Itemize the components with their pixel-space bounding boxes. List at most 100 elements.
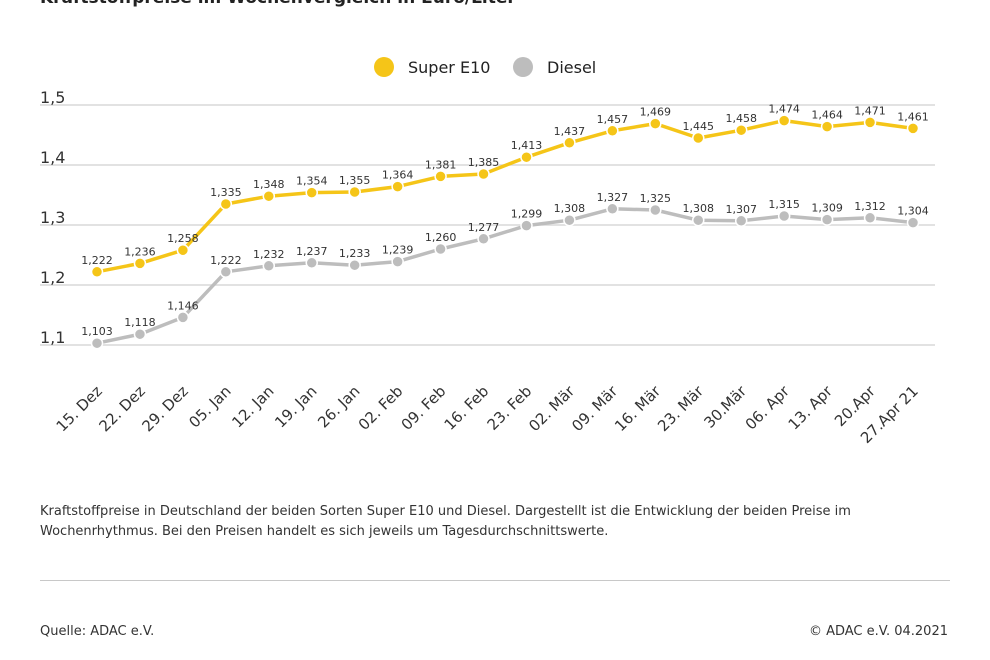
- y-tick-label: 1,5: [40, 88, 65, 107]
- data-point: [348, 258, 361, 272]
- x-tick-label: 29. Dez: [138, 382, 191, 435]
- y-tick-label: 1,3: [40, 208, 65, 227]
- data-point: [305, 256, 318, 270]
- legend-label: Super E10: [408, 58, 490, 77]
- data-label: 1,307: [725, 203, 757, 216]
- data-point: [777, 114, 791, 127]
- legend-label: Diesel: [547, 58, 596, 77]
- data-label: 1,325: [640, 192, 672, 205]
- data-point: [305, 186, 318, 199]
- data-label: 1,464: [811, 109, 843, 122]
- x-tick-label: 06. Apr: [742, 382, 794, 434]
- x-tick-label: 23. Feb: [484, 382, 536, 434]
- data-label: 1,315: [768, 198, 800, 211]
- data-label: 1,260: [425, 231, 457, 244]
- data-label: 1,354: [296, 175, 328, 188]
- data-label: 1,312: [854, 200, 886, 213]
- data-label: 1,103: [81, 325, 113, 338]
- data-point: [520, 150, 533, 164]
- data-point: [563, 136, 576, 150]
- data-point: [391, 180, 404, 193]
- data-label: 1,308: [554, 202, 586, 215]
- data-point: [262, 259, 276, 273]
- data-point: [777, 209, 791, 223]
- data-label: 1,335: [210, 186, 242, 199]
- footer-divider: [40, 580, 950, 581]
- x-tick-label: 23. Mär: [654, 382, 708, 436]
- data-point: [176, 243, 190, 257]
- data-label: 1,381: [425, 158, 457, 171]
- data-label: 1,232: [253, 248, 285, 261]
- data-label: 1,471: [854, 104, 886, 117]
- data-point: [906, 122, 920, 135]
- data-point: [863, 116, 877, 129]
- data-point: [133, 257, 147, 270]
- x-tick-label: 02. Mär: [525, 382, 579, 436]
- data-point: [820, 120, 834, 133]
- data-label: 1,239: [382, 244, 414, 257]
- data-point: [563, 213, 576, 227]
- data-label: 1,222: [81, 254, 113, 267]
- source-text: Quelle: ADAC e.V.: [40, 624, 155, 639]
- data-point: [391, 255, 404, 268]
- x-tick-label: 13. Apr: [785, 382, 837, 434]
- data-point: [606, 202, 619, 216]
- x-tick-label: 19. Jan: [271, 382, 320, 431]
- data-label: 1,364: [382, 169, 414, 182]
- series-line-super-e10: [96, 118, 914, 274]
- data-label: 1,258: [167, 232, 199, 245]
- x-tick-label: 16. Feb: [441, 382, 493, 434]
- data-point: [90, 265, 104, 279]
- x-tick-label: 09. Feb: [398, 382, 450, 434]
- x-tick-label: 16. Mär: [611, 382, 665, 436]
- x-tick-label: 05. Jan: [185, 382, 234, 431]
- data-point: [520, 219, 533, 232]
- data-point: [176, 311, 190, 324]
- legend-marker: [513, 57, 533, 77]
- data-label: 1,385: [468, 156, 500, 169]
- data-point: [262, 189, 276, 203]
- x-tick-label: 02. Feb: [355, 382, 407, 434]
- data-label: 1,327: [597, 191, 629, 204]
- data-label: 1,118: [124, 316, 156, 329]
- x-tick-label: 12. Jan: [228, 382, 277, 431]
- data-point: [649, 203, 662, 217]
- data-label: 1,299: [511, 208, 543, 221]
- data-point: [692, 213, 705, 227]
- data-label: 1,474: [768, 103, 800, 116]
- copyright-text: © ADAC e.V. 04.2021: [808, 624, 948, 639]
- data-label: 1,309: [811, 202, 843, 215]
- chart-caption: Kraftstoffpreise in Deutschland der beid…: [40, 504, 851, 539]
- series-line-diesel: [96, 207, 914, 345]
- data-label: 1,457: [597, 113, 629, 126]
- data-point: [477, 167, 490, 181]
- data-label: 1,233: [339, 247, 371, 260]
- data-label: 1,146: [167, 299, 199, 312]
- data-label: 1,277: [468, 221, 500, 234]
- legend-marker: [374, 57, 394, 77]
- y-tick-label: 1,2: [40, 268, 65, 287]
- data-label: 1,304: [897, 205, 929, 218]
- data-point: [734, 123, 748, 137]
- y-tick-label: 1,4: [40, 148, 65, 167]
- x-tick-label: 30.Mär: [700, 382, 750, 432]
- y-tick-label: 1,1: [40, 328, 65, 347]
- data-label: 1,222: [210, 254, 242, 267]
- data-label: 1,413: [511, 139, 543, 152]
- data-label: 1,445: [683, 120, 715, 133]
- data-point: [477, 232, 490, 246]
- data-point: [863, 211, 877, 225]
- data-label: 1,437: [554, 125, 586, 138]
- data-point: [133, 327, 147, 341]
- x-tick-label: 26. Jan: [314, 382, 363, 431]
- x-tick-label: 15. Dez: [53, 382, 106, 435]
- data-label: 1,236: [124, 245, 156, 258]
- x-tick-label: 09. Mär: [568, 382, 622, 436]
- data-point: [820, 213, 834, 226]
- data-label: 1,308: [683, 202, 715, 215]
- data-point: [219, 265, 233, 279]
- chart-title: Kraftstoffpreise im Wochenvergleich in E…: [40, 0, 516, 8]
- data-point: [906, 216, 920, 229]
- data-label: 1,461: [897, 110, 929, 123]
